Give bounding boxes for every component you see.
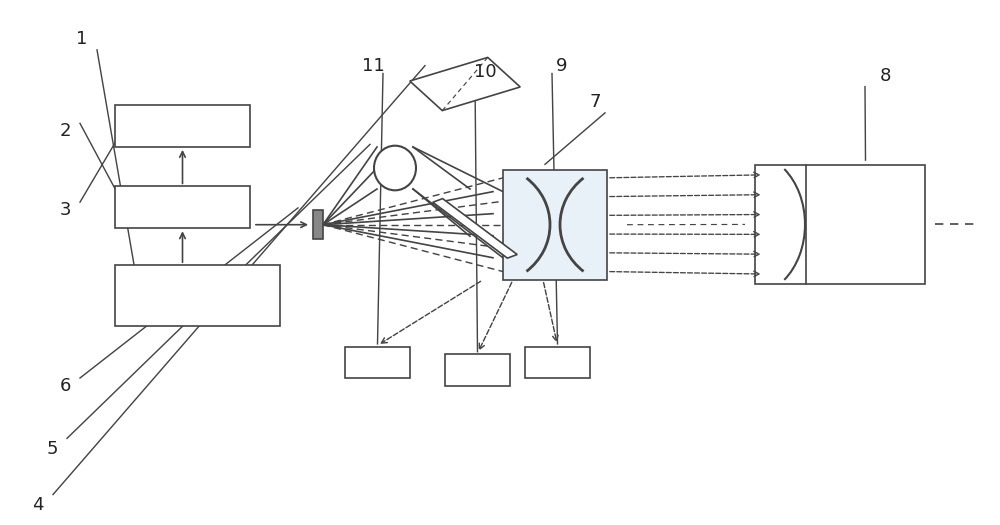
Text: 11: 11	[362, 57, 384, 75]
Bar	[525, 346, 590, 378]
Ellipse shape	[374, 145, 416, 191]
Bar	[345, 346, 410, 378]
Bar	[313, 210, 323, 239]
Text: 8: 8	[879, 67, 891, 85]
Bar	[115, 265, 280, 326]
Text: 7: 7	[589, 93, 601, 111]
Text: 3: 3	[59, 201, 71, 219]
Text: 2: 2	[59, 122, 71, 140]
Text: 10: 10	[474, 64, 496, 81]
Bar	[115, 105, 250, 147]
Bar	[755, 165, 925, 284]
Text: 9: 9	[556, 57, 568, 75]
Polygon shape	[410, 57, 520, 111]
Text: 1: 1	[76, 30, 88, 48]
Text: 5: 5	[46, 440, 58, 458]
Bar	[115, 186, 250, 228]
Text: 4: 4	[32, 496, 44, 514]
Polygon shape	[433, 198, 517, 258]
Bar	[445, 354, 510, 386]
Bar	[503, 170, 607, 280]
Text: 6: 6	[59, 377, 71, 395]
